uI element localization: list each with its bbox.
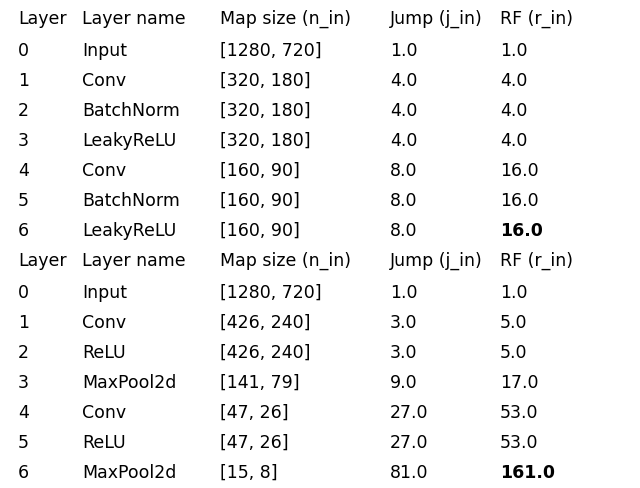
- Text: 1.0: 1.0: [500, 42, 527, 60]
- Text: 5: 5: [18, 192, 29, 210]
- Text: 2: 2: [18, 344, 29, 362]
- Text: Map size (n_in): Map size (n_in): [220, 10, 351, 28]
- Text: 27.0: 27.0: [390, 434, 429, 452]
- Text: [1280, 720]: [1280, 720]: [220, 284, 322, 302]
- Text: [1280, 720]: [1280, 720]: [220, 42, 322, 60]
- Text: [15, 8]: [15, 8]: [220, 464, 278, 482]
- Text: 0: 0: [18, 284, 29, 302]
- Text: 161.0: 161.0: [500, 464, 555, 482]
- Text: Jump (j_in): Jump (j_in): [390, 252, 483, 270]
- Text: [141, 79]: [141, 79]: [220, 374, 300, 392]
- Text: ReLU: ReLU: [82, 434, 125, 452]
- Text: [426, 240]: [426, 240]: [220, 314, 310, 332]
- Text: 1.0: 1.0: [390, 284, 417, 302]
- Text: 16.0: 16.0: [500, 222, 543, 240]
- Text: Map size (n_in): Map size (n_in): [220, 252, 351, 270]
- Text: 3: 3: [18, 132, 29, 150]
- Text: 6: 6: [18, 464, 29, 482]
- Text: MaxPool2d: MaxPool2d: [82, 374, 177, 392]
- Text: 2: 2: [18, 102, 29, 120]
- Text: Conv: Conv: [82, 314, 126, 332]
- Text: 17.0: 17.0: [500, 374, 538, 392]
- Text: 4.0: 4.0: [390, 132, 417, 150]
- Text: Layer: Layer: [18, 10, 67, 28]
- Text: 1: 1: [18, 72, 29, 90]
- Text: Conv: Conv: [82, 72, 126, 90]
- Text: 4.0: 4.0: [390, 72, 417, 90]
- Text: Input: Input: [82, 284, 127, 302]
- Text: RF (r_in): RF (r_in): [500, 252, 573, 270]
- Text: LeakyReLU: LeakyReLU: [82, 132, 176, 150]
- Text: 6: 6: [18, 222, 29, 240]
- Text: 0: 0: [18, 42, 29, 60]
- Text: 1.0: 1.0: [500, 284, 527, 302]
- Text: Input: Input: [82, 42, 127, 60]
- Text: 4.0: 4.0: [500, 102, 527, 120]
- Text: MaxPool2d: MaxPool2d: [82, 464, 177, 482]
- Text: 53.0: 53.0: [500, 434, 538, 452]
- Text: 5: 5: [18, 434, 29, 452]
- Text: [160, 90]: [160, 90]: [220, 162, 300, 180]
- Text: 1.0: 1.0: [390, 42, 417, 60]
- Text: [320, 180]: [320, 180]: [220, 72, 310, 90]
- Text: 1: 1: [18, 314, 29, 332]
- Text: Jump (j_in): Jump (j_in): [390, 10, 483, 28]
- Text: 16.0: 16.0: [500, 192, 539, 210]
- Text: 3: 3: [18, 374, 29, 392]
- Text: ReLU: ReLU: [82, 344, 125, 362]
- Text: BatchNorm: BatchNorm: [82, 102, 180, 120]
- Text: [47, 26]: [47, 26]: [220, 434, 289, 452]
- Text: 8.0: 8.0: [390, 192, 417, 210]
- Text: 3.0: 3.0: [390, 344, 417, 362]
- Text: RF (r_in): RF (r_in): [500, 10, 573, 28]
- Text: 4.0: 4.0: [500, 72, 527, 90]
- Text: 81.0: 81.0: [390, 464, 429, 482]
- Text: 53.0: 53.0: [500, 404, 538, 422]
- Text: 4: 4: [18, 404, 29, 422]
- Text: 3.0: 3.0: [390, 314, 417, 332]
- Text: [426, 240]: [426, 240]: [220, 344, 310, 362]
- Text: 4.0: 4.0: [500, 132, 527, 150]
- Text: 8.0: 8.0: [390, 222, 417, 240]
- Text: Layer: Layer: [18, 252, 67, 270]
- Text: 27.0: 27.0: [390, 404, 429, 422]
- Text: [320, 180]: [320, 180]: [220, 102, 310, 120]
- Text: Layer name: Layer name: [82, 252, 186, 270]
- Text: 4.0: 4.0: [390, 102, 417, 120]
- Text: 16.0: 16.0: [500, 162, 539, 180]
- Text: BatchNorm: BatchNorm: [82, 192, 180, 210]
- Text: [47, 26]: [47, 26]: [220, 404, 289, 422]
- Text: Conv: Conv: [82, 162, 126, 180]
- Text: 4: 4: [18, 162, 29, 180]
- Text: [160, 90]: [160, 90]: [220, 222, 300, 240]
- Text: [320, 180]: [320, 180]: [220, 132, 310, 150]
- Text: Layer name: Layer name: [82, 10, 186, 28]
- Text: 8.0: 8.0: [390, 162, 417, 180]
- Text: 5.0: 5.0: [500, 314, 527, 332]
- Text: LeakyReLU: LeakyReLU: [82, 222, 176, 240]
- Text: 9.0: 9.0: [390, 374, 418, 392]
- Text: [160, 90]: [160, 90]: [220, 192, 300, 210]
- Text: Conv: Conv: [82, 404, 126, 422]
- Text: 5.0: 5.0: [500, 344, 527, 362]
